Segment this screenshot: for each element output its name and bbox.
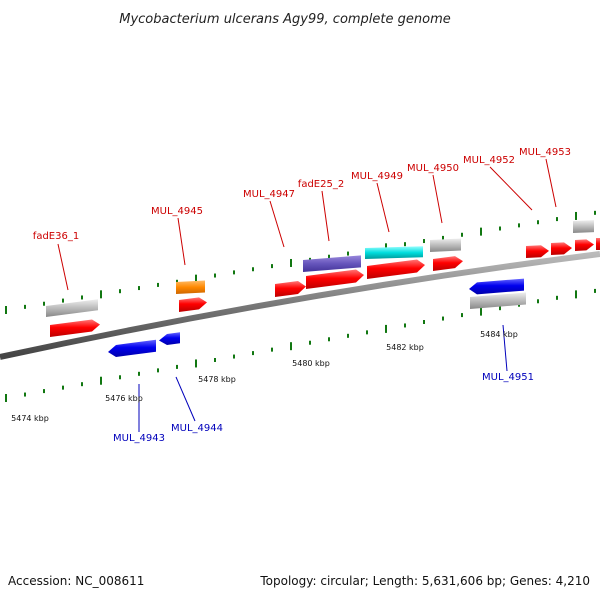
callout-mul-4944 — [175, 376, 196, 422]
cds-feature-mul-4943[interactable] — [108, 339, 156, 357]
kbp-label-5482: 5482 kbp — [386, 343, 424, 352]
feature-fade25-2[interactable] — [303, 255, 361, 272]
cds-feature-mul-4951[interactable] — [469, 278, 524, 295]
callout-mul-4953 — [545, 158, 557, 208]
callout-fade25-2 — [321, 190, 330, 242]
gene-label-mul-4953[interactable]: MUL_4953 — [519, 147, 571, 158]
gene-label-fade25-2[interactable]: fadE25_2 — [298, 179, 344, 190]
kbp-label-5474: 5474 kbp — [11, 414, 49, 423]
callout-mul-4950 — [432, 174, 443, 224]
callout-mul-4951 — [502, 324, 508, 372]
kbp-label-5484: 5484 kbp — [480, 330, 518, 339]
cds-feature-mul-4953[interactable] — [575, 239, 594, 251]
accession-text: Accession: NC_008611 — [8, 574, 145, 588]
kbp-label-5476: 5476 kbp — [105, 394, 143, 403]
cds-feature-mul-4952-b[interactable] — [551, 242, 572, 255]
callout-fade36-1 — [57, 243, 69, 291]
callout-mul-4945 — [177, 217, 186, 266]
gene-feature-mul-4950[interactable] — [430, 238, 461, 252]
tick-marks — [5, 210, 596, 402]
kbp-label-5480: 5480 kbp — [292, 359, 330, 368]
gene-label-mul-4951[interactable]: MUL_4951 — [482, 372, 534, 383]
gene-label-mul-4950[interactable]: MUL_4950 — [407, 163, 459, 174]
kbp-label-5478: 5478 kbp — [198, 375, 236, 384]
cds-feature-mul-4944[interactable] — [159, 332, 180, 345]
callout-mul-4952 — [489, 166, 533, 211]
gene-label-lines — [57, 158, 557, 432]
cds-feature-mul-4945[interactable] — [179, 297, 207, 312]
topology-text: Topology: circular; Length: 5,631,606 bp… — [260, 574, 590, 588]
gene-label-mul-4952[interactable]: MUL_4952 — [463, 155, 515, 166]
gene-label-mul-4947[interactable]: MUL_4947 — [243, 189, 295, 200]
cds-feature-fade25-2[interactable] — [306, 269, 364, 290]
genome-backbone — [0, 251, 600, 360]
gene-features — [46, 220, 600, 357]
gene-feature-mul-4951[interactable] — [470, 292, 526, 309]
gene-label-mul-4943[interactable]: MUL_4943 — [113, 433, 165, 444]
kbp-axis-labels: 5474 kbp 5476 kbp 5478 kbp 5480 kbp 5482… — [11, 330, 518, 423]
cds-feature-mul-4952[interactable] — [526, 245, 549, 258]
tick-row-lower — [5, 288, 596, 402]
gene-labels: fadE36_1 MUL_4945 MUL_4947 fadE25_2 MUL_… — [33, 147, 571, 444]
gene-feature-fade36-1[interactable] — [46, 299, 98, 317]
feature-mul-4945[interactable] — [176, 280, 205, 294]
gene-label-fade36-1[interactable]: fadE36_1 — [33, 231, 79, 242]
gene-label-mul-4949[interactable]: MUL_4949 — [351, 171, 403, 182]
cds-feature-mul-4950[interactable] — [433, 256, 463, 271]
map-title: Mycobacterium ulcerans Agy99, complete g… — [119, 12, 451, 27]
gene-label-mul-4945[interactable]: MUL_4945 — [151, 206, 203, 217]
cds-feature-mul-4947[interactable] — [275, 281, 306, 297]
gene-feature-mul-4953[interactable] — [573, 220, 594, 233]
cds-feature-mul-4949[interactable] — [367, 259, 425, 280]
callout-mul-4949 — [376, 182, 390, 233]
tick-row-upper — [5, 210, 596, 314]
feature-mul-4949[interactable] — [365, 246, 423, 259]
gene-label-mul-4944[interactable]: MUL_4944 — [171, 423, 223, 434]
callout-mul-4947 — [269, 200, 285, 248]
cds-feature-fade36-1[interactable] — [50, 319, 100, 337]
cds-feature-edge[interactable] — [596, 238, 600, 250]
